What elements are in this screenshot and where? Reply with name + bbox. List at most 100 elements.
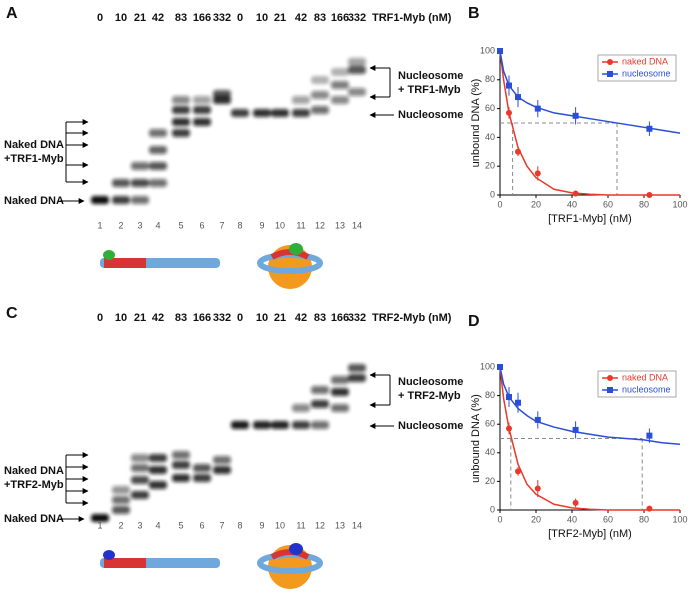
gel-band	[231, 421, 249, 429]
gel-band	[348, 58, 366, 66]
lane-number: 14	[352, 520, 362, 530]
lane-number: 12	[315, 220, 325, 230]
data-point	[646, 192, 653, 198]
y-tick-label: 80	[485, 390, 495, 400]
gel-band	[271, 421, 289, 429]
lane-number: 8	[237, 520, 242, 530]
x-tick-label: 60	[603, 199, 613, 209]
x-axis-label: [TRF2-Myb] (nM)	[548, 528, 632, 540]
gel-band	[331, 388, 349, 396]
gel-band	[331, 404, 349, 412]
data-point	[572, 426, 579, 433]
gel-band	[91, 196, 109, 204]
gel-band	[311, 106, 329, 114]
gel-band	[292, 96, 310, 104]
concentration-label: 83	[314, 12, 326, 24]
protein-icon	[289, 243, 303, 255]
data-point	[534, 170, 541, 177]
concentration-axis-label: TRF1-Myb (nM)	[372, 12, 452, 24]
y-tick-label: 0	[490, 189, 495, 199]
gel-band	[213, 456, 231, 464]
gel-band	[172, 474, 190, 482]
gel-band	[271, 109, 289, 117]
data-point	[534, 105, 541, 112]
lane-number: 9	[259, 520, 264, 530]
lane-number: 8	[237, 220, 242, 230]
legend-marker	[607, 59, 613, 65]
concentration-label: 10	[115, 12, 127, 24]
concentration-label: 332	[213, 312, 231, 324]
y-tick-label: 20	[485, 161, 495, 171]
lane-number: 3	[137, 220, 142, 230]
gel-band	[193, 118, 211, 126]
lane-number: 10	[275, 520, 285, 530]
legend-label: naked DNA	[622, 372, 668, 382]
concentration-label: 83	[314, 312, 326, 324]
x-tick-label: 60	[603, 514, 613, 524]
lane-number: 4	[155, 520, 160, 530]
gel-band	[292, 109, 310, 117]
concentration-label: 0	[97, 312, 103, 324]
lane-number: 2	[118, 220, 123, 230]
gel-band	[292, 404, 310, 412]
gel-band	[131, 162, 149, 170]
lane-number: 13	[335, 220, 345, 230]
gel-band	[149, 179, 167, 187]
x-tick-label: 80	[639, 514, 649, 524]
panel-letter: C	[6, 305, 18, 322]
legend-marker	[607, 71, 613, 77]
gel-band	[193, 464, 211, 472]
protein-icon	[103, 550, 115, 560]
x-tick-label: 0	[497, 514, 502, 524]
data-point	[515, 148, 521, 155]
left-label: Naked DNA	[4, 139, 64, 151]
legend-marker	[607, 375, 613, 381]
y-tick-label: 0	[490, 504, 495, 514]
gel-band	[193, 96, 211, 104]
lane-number: 9	[259, 220, 264, 230]
gel-band	[172, 118, 190, 126]
data-point	[572, 190, 579, 197]
lane-number: 11	[296, 520, 305, 530]
gel-band	[172, 451, 190, 459]
bottom-left-label: Naked DNA	[4, 195, 64, 207]
left-label: +TRF2-Myb	[4, 479, 64, 491]
gel-band	[253, 109, 271, 117]
gel-band	[311, 400, 329, 408]
gel-band	[149, 146, 167, 154]
lane-number: 1	[97, 220, 102, 230]
left-label: +TRF1-Myb	[4, 153, 64, 165]
concentration-label: 42	[152, 312, 164, 324]
concentration-label: 21	[274, 12, 286, 24]
lane-number: 3	[137, 520, 142, 530]
gel-band	[131, 196, 149, 204]
gel-band	[112, 179, 130, 187]
concentration-label: 332	[348, 312, 366, 324]
lane-number: 1	[97, 520, 102, 530]
y-tick-label: 40	[485, 132, 495, 142]
data-point	[506, 82, 512, 89]
gel-band	[149, 129, 167, 137]
concentration-label: 10	[256, 312, 268, 324]
gel-band	[311, 91, 329, 99]
lane-number: 6	[199, 520, 204, 530]
concentration-label: 10	[115, 312, 127, 324]
gel-band	[149, 481, 167, 489]
x-tick-label: 100	[672, 514, 687, 524]
panel-letter: B	[468, 5, 480, 22]
gel-band	[253, 421, 271, 429]
lane-number: 4	[155, 220, 160, 230]
data-point	[646, 505, 653, 512]
y-tick-label: 60	[485, 419, 495, 429]
data-point	[506, 109, 512, 116]
data-point	[515, 94, 521, 101]
x-axis-label: [TRF1-Myb] (nM)	[548, 213, 632, 225]
lane-number: 2	[118, 520, 123, 530]
concentration-label: 10	[256, 12, 268, 24]
gel-band	[131, 454, 149, 462]
concentration-label: 42	[295, 312, 307, 324]
concentration-label: 166	[193, 312, 211, 324]
right-single-label: Nucleosome	[398, 109, 463, 121]
concentration-label: 83	[175, 312, 187, 324]
gel-band	[193, 474, 211, 482]
